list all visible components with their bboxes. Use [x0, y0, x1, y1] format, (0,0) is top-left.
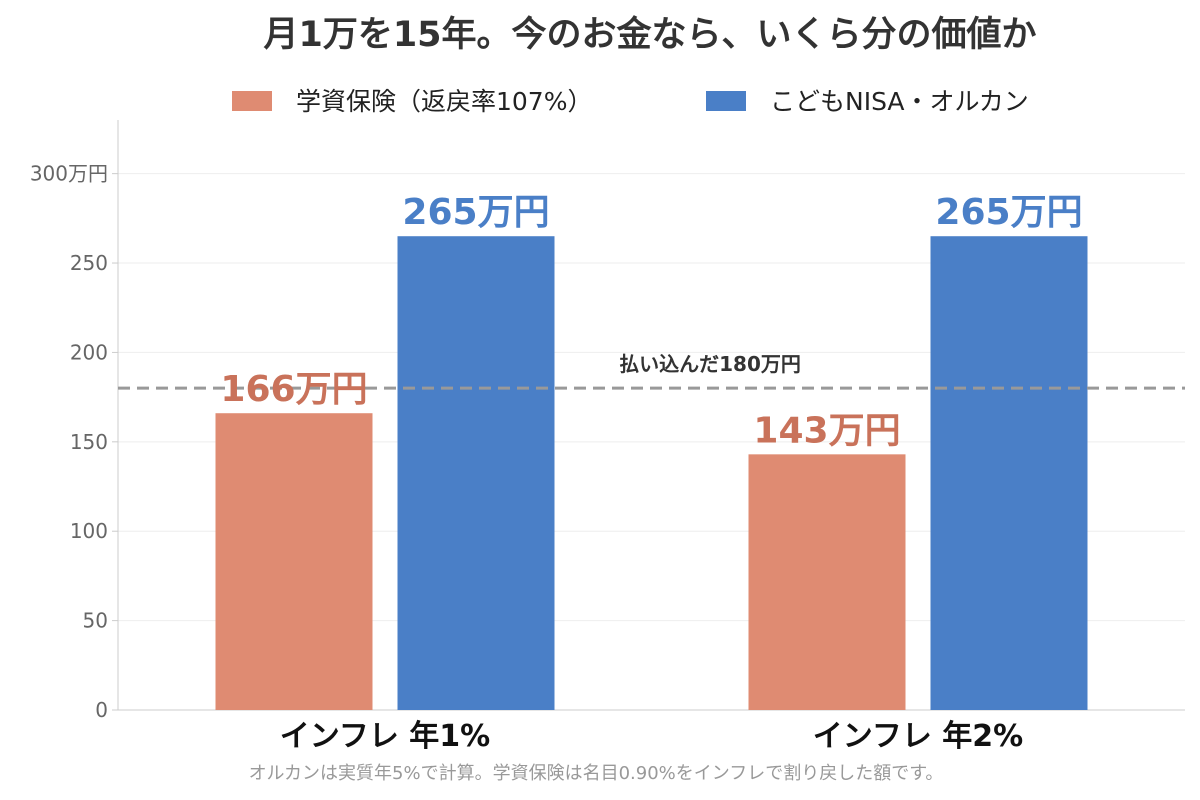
bar-nisa	[397, 236, 555, 710]
x-category-label: インフレ 年1%	[280, 719, 490, 754]
bar-insurance	[215, 413, 373, 710]
bar-insurance	[748, 454, 906, 710]
footnote: オルカンは実質年5%で計算。学資保険は名目0.90%をインフレで割り戻した額です…	[249, 763, 944, 784]
bar-value-label-insurance: 143万円	[753, 410, 900, 451]
y-tick-label: 0	[95, 698, 108, 722]
bar-value-label-insurance: 166万円	[220, 369, 367, 410]
reference-line-label: 払い込んだ180万円	[619, 352, 801, 376]
x-category-label: インフレ 年2%	[813, 719, 1023, 754]
legend-swatch-nisa	[706, 91, 746, 111]
bar-value-label-nisa: 265万円	[402, 192, 549, 233]
legend-label-insurance: 学資保険（返戻率107%）	[296, 87, 592, 116]
bar-nisa	[930, 236, 1088, 710]
chart-title: 月1万を15年。今のお金なら、いくら分の価値か	[263, 14, 1036, 55]
y-tick-label: 50	[83, 609, 108, 633]
legend-label-nisa: こどもNISA・オルカン	[770, 87, 1029, 116]
legend: 学資保険（返戻率107%） こどもNISA・オルカン	[232, 87, 1029, 116]
y-tick-label: 300万円	[30, 162, 108, 186]
y-tick-label: 100	[70, 519, 108, 543]
y-tick-label: 200	[70, 340, 108, 364]
y-tick-label: 150	[70, 430, 108, 454]
bar-value-label-nisa: 265万円	[935, 192, 1082, 233]
y-tick-label: 250	[70, 251, 108, 275]
legend-swatch-insurance	[232, 91, 272, 111]
